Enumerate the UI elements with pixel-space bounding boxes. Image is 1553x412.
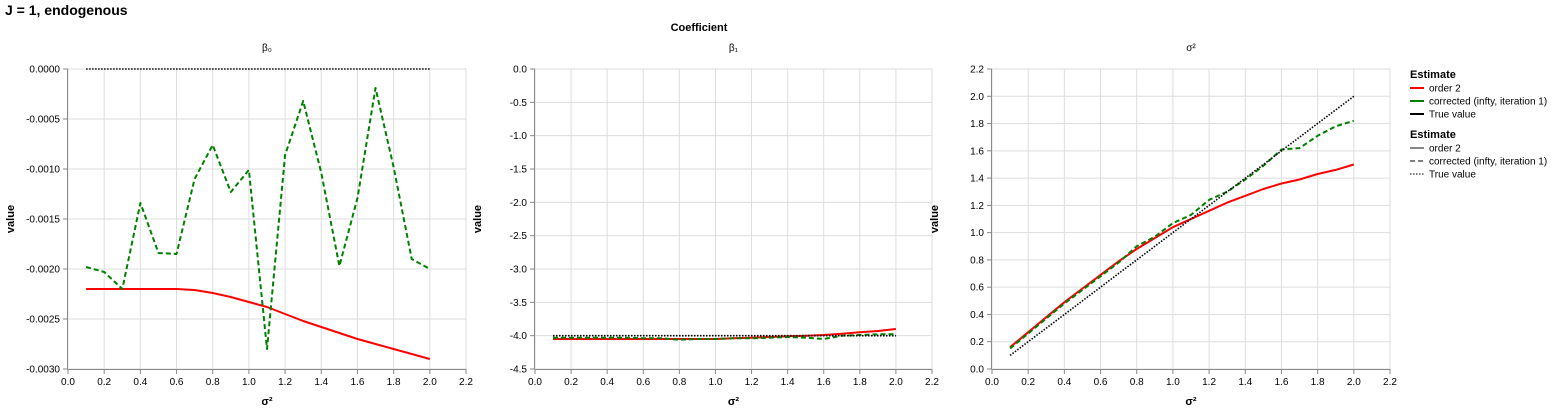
x-tick-label: 0.8 (672, 377, 686, 388)
x-tick-label: 0.8 (1130, 377, 1144, 388)
panel-2: 0.0 0.2 0.4 0.6 0.8 1.0 1.2 1.4 1.6 1.8 2.0 2.20.0-… (472, 43, 939, 408)
x-tick-label: 0.2 (564, 377, 578, 388)
y-tick-label: 2.0 (970, 92, 984, 103)
legend-label: True value (1429, 110, 1476, 121)
y-tick-label: -0.0015 (26, 215, 60, 226)
y-tick-label: -0.0025 (26, 315, 60, 326)
legend-label: True value (1429, 170, 1476, 181)
y-tick-label: 0.0 (513, 65, 527, 76)
panel-3: 0.0 0.2 0.4 0.6 0.8 1.0 1.2 1.4 1.6 1.8 2.0 2.2 0.0 0… (929, 43, 1397, 408)
y-axis-title: value (929, 205, 941, 233)
x-tick-label: 2.2 (1383, 377, 1397, 388)
x-tick-label: 1.2 (278, 377, 292, 388)
x-tick-label: 0.6 (1094, 377, 1108, 388)
x-tick-label: 0.6 (170, 377, 184, 388)
legend-title: Estimate (1410, 69, 1456, 81)
legend-1: Estimate order 2 corrected (infty, iterati… (1410, 69, 1547, 121)
x-axis-title: σ² (261, 396, 273, 408)
y-tick-label: -3.0 (510, 265, 528, 276)
x-tick-label: 2.0 (423, 377, 437, 388)
y-tick-label: 0.4 (970, 310, 984, 321)
panel-title: β₀ (262, 43, 272, 54)
figure-title: J = 1, endogenous (5, 2, 128, 18)
x-tick-label: 1.4 (781, 377, 795, 388)
x-tick-label: 1.0 (1166, 377, 1180, 388)
y-tick-label: -0.0020 (26, 265, 60, 276)
x-tick-label: 2.2 (925, 377, 939, 388)
y-tick-label: -2.5 (510, 231, 528, 242)
y-tick-label: -0.0010 (26, 165, 60, 176)
x-tick-label: 1.2 (745, 377, 759, 388)
y-tick-label: -1.0 (510, 131, 528, 142)
y-tick-label: 0.0 (970, 365, 984, 376)
y-tick-label: -0.0005 (26, 115, 60, 126)
x-tick-label: 2.0 (1347, 377, 1361, 388)
y-tick-label: 1.4 (970, 174, 984, 185)
series-line-corrected-infty-iteration-1 (85, 87, 431, 350)
x-tick-label: 0.4 (600, 377, 614, 388)
x-tick-label: 1.0 (242, 377, 256, 388)
x-tick-label: 0.0 (528, 377, 542, 388)
panel-1: 0.0 0.2 0.4 0.6 0.8 1.0 1.2 1.4 1.6 1.8 2.0 2.2 0.00… (5, 43, 473, 408)
x-tick-label: 1.6 (351, 377, 365, 388)
plot-frame (534, 68, 933, 370)
x-tick-label: 1.2 (1202, 377, 1216, 388)
y-tick-label: 1.6 (970, 146, 984, 157)
y-tick-label: -1.5 (510, 165, 528, 176)
y-tick-label: 0.8 (970, 255, 984, 266)
x-tick-label: 0.2 (1021, 377, 1035, 388)
series-line-order-2 (86, 288, 431, 360)
y-tick-label: -0.5 (510, 98, 528, 109)
x-axis-title: σ² (728, 396, 740, 408)
x-tick-label: 1.8 (1311, 377, 1325, 388)
y-axis-title: value (472, 205, 484, 233)
x-tick-label: 0.4 (1057, 377, 1071, 388)
series-line-corrected-infty-iteration-1 (553, 333, 896, 341)
y-tick-label: 1.0 (970, 228, 984, 239)
x-tick-label: 1.4 (1238, 377, 1252, 388)
y-tick-label: -4.0 (510, 331, 528, 342)
y-tick-label: -4.5 (510, 365, 528, 376)
y-tick-label: 1.2 (970, 201, 984, 212)
legend-label: corrected (infty, iteration 1) (1429, 157, 1547, 168)
legend-label: order 2 (1429, 84, 1461, 95)
y-tick-label: 0.2 (970, 337, 984, 348)
x-tick-label: 0.4 (133, 377, 147, 388)
legend-label: order 2 (1429, 144, 1461, 155)
y-tick-label: 0.0000 (29, 65, 60, 76)
x-tick-label: 1.8 (387, 377, 401, 388)
x-tick-label: 0.2 (97, 377, 111, 388)
facet-header: Coefficient (671, 22, 728, 34)
x-tick-label: 1.0 (709, 377, 723, 388)
panel-title: σ² (1186, 43, 1196, 54)
series-line-order-2 (1009, 163, 1355, 348)
y-tick-label: -2.0 (510, 198, 528, 209)
series-line-corrected-infty-iteration-1 (1009, 119, 1355, 350)
x-tick-label: 1.4 (314, 377, 328, 388)
y-tick-label: 1.8 (970, 119, 984, 130)
x-tick-label: 0.0 (61, 377, 75, 388)
legend-title: Estimate (1410, 129, 1456, 141)
y-axis-title: value (5, 205, 17, 233)
y-tick-label: 0.6 (970, 283, 984, 294)
x-tick-label: 2.0 (889, 377, 903, 388)
y-tick-label: -3.5 (510, 298, 528, 309)
x-axis-title: σ² (1185, 396, 1197, 408)
x-tick-label: 2.2 (459, 377, 473, 388)
legend-label: corrected (infty, iteration 1) (1429, 97, 1547, 108)
x-tick-label: 0.6 (636, 377, 650, 388)
legend-2: Estimate order 2 corrected (infty, iterati… (1410, 129, 1547, 181)
panel-title: β₁ (729, 43, 739, 54)
y-tick-label: 2.2 (970, 65, 984, 76)
x-tick-label: 1.8 (853, 377, 867, 388)
x-tick-label: 1.6 (817, 377, 831, 388)
x-tick-label: 0.8 (206, 377, 220, 388)
y-tick-label: -0.0030 (26, 365, 60, 376)
series-line-true-value (1009, 95, 1355, 357)
x-tick-label: 0.0 (985, 377, 999, 388)
x-tick-label: 1.6 (1275, 377, 1289, 388)
